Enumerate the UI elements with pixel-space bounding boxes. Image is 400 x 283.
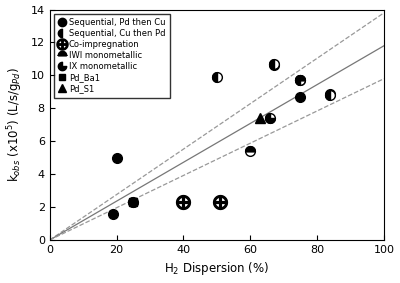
Y-axis label: k$_{obs}$ (x10$^5$) (L/s/g$_{Pd}$): k$_{obs}$ (x10$^5$) (L/s/g$_{Pd}$) <box>6 67 25 182</box>
X-axis label: H$_2$ Dispersion (%): H$_2$ Dispersion (%) <box>164 260 270 277</box>
Legend: Sequential, Pd then Cu, Sequential, Cu then Pd, Co-impregnation, IWI monometalli: Sequential, Pd then Cu, Sequential, Cu t… <box>54 14 170 98</box>
